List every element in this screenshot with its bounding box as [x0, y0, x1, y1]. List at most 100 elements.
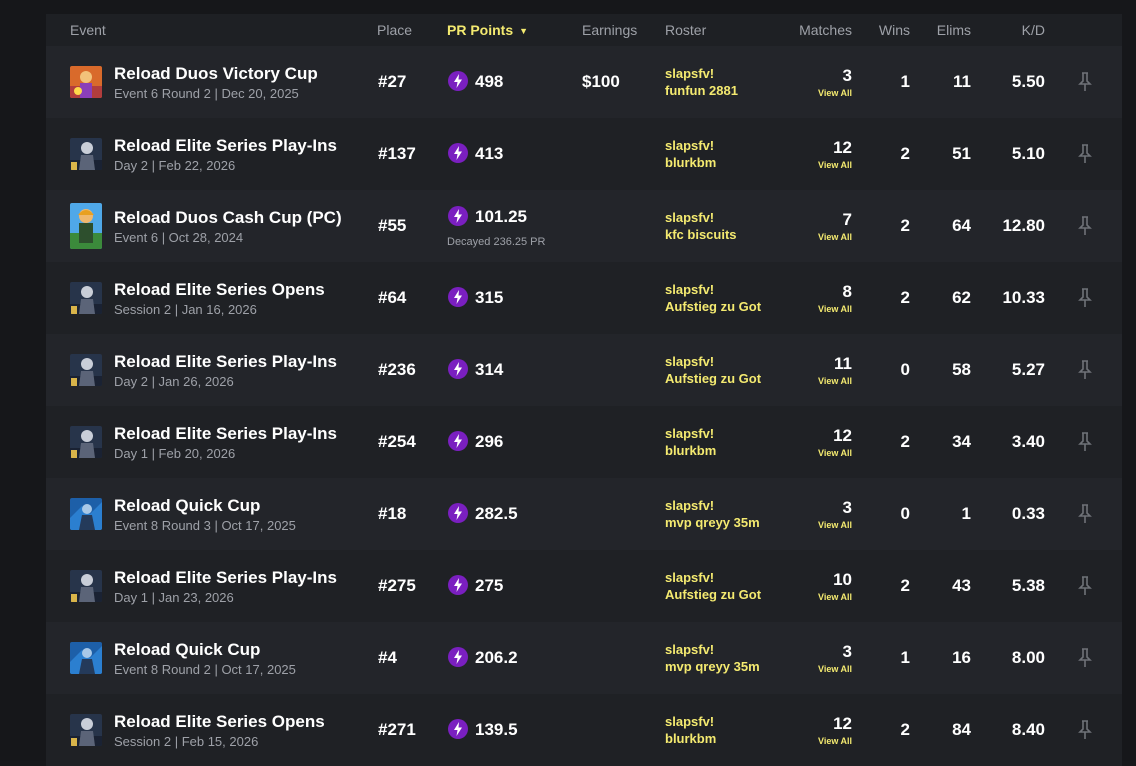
pr-lightning-icon [448, 575, 468, 595]
matches-value: 12 [833, 426, 852, 445]
pin-icon[interactable] [1077, 576, 1093, 596]
matches-value: 11 [834, 354, 852, 373]
roster-player-1[interactable]: slapsfv! [665, 642, 715, 657]
roster-player-1[interactable]: slapsfv! [665, 498, 715, 513]
table-row[interactable]: Reload Elite Series Play-Ins Day 1 | Jan… [46, 550, 1122, 622]
roster-player-2[interactable]: mvp qreyy 35m [665, 659, 760, 674]
event-title[interactable]: Reload Elite Series Play-Ins [114, 568, 337, 587]
sort-desc-icon: ▼ [519, 26, 529, 36]
event-title[interactable]: Reload Elite Series Play-Ins [114, 136, 337, 155]
view-all-link[interactable]: View All [817, 736, 852, 746]
elims-value: 58 [952, 360, 971, 379]
pin-icon[interactable] [1077, 72, 1093, 92]
roster-player-1[interactable]: slapsfv! [665, 570, 715, 585]
place-value: #271 [378, 720, 416, 739]
roster-player-2[interactable]: Aufstieg zu Got [665, 299, 762, 314]
roster-player-1[interactable]: slapsfv! [665, 354, 715, 369]
event-subtitle: Day 1 | Jan 23, 2026 [114, 590, 234, 605]
col-header-earnings[interactable]: Earnings [582, 22, 638, 38]
place-value: #236 [378, 360, 416, 379]
col-header-roster[interactable]: Roster [665, 22, 707, 38]
view-all-link[interactable]: View All [817, 304, 852, 314]
col-header-matches[interactable]: Matches [799, 22, 852, 38]
pr-points-value: 413 [475, 144, 504, 163]
roster-player-1[interactable]: slapsfv! [665, 714, 715, 729]
pin-icon[interactable] [1077, 288, 1093, 308]
event-title[interactable]: Reload Elite Series Opens [114, 280, 325, 299]
roster-player-1[interactable]: slapsfv! [665, 210, 715, 225]
roster-player-2[interactable]: blurkbm [665, 443, 717, 458]
roster-player-1[interactable]: slapsfv! [665, 66, 715, 81]
event-title[interactable]: Reload Elite Series Opens [114, 712, 325, 731]
view-all-link[interactable]: View All [817, 520, 852, 530]
view-all-link[interactable]: View All [817, 664, 852, 674]
event-thumbnail [70, 282, 102, 314]
event-title[interactable]: Reload Duos Victory Cup [114, 64, 318, 83]
roster-names: slapsfv! mvp qreyy 35m [665, 497, 760, 531]
kd-value: 8.00 [1011, 648, 1045, 667]
col-header-elims[interactable]: Elims [936, 22, 971, 38]
view-all-link[interactable]: View All [817, 592, 852, 602]
table-row[interactable]: Reload Elite Series Play-Ins Day 2 | Feb… [46, 118, 1122, 190]
pin-icon[interactable] [1077, 648, 1093, 668]
view-all-link[interactable]: View All [817, 376, 852, 386]
event-thumbnail [70, 714, 102, 746]
event-title[interactable]: Reload Elite Series Play-Ins [114, 352, 337, 371]
event-subtitle: Session 2 | Jan 16, 2026 [114, 302, 257, 317]
event-title[interactable]: Reload Duos Cash Cup (PC) [114, 208, 342, 227]
table-row[interactable]: Reload Elite Series Play-Ins Day 1 | Feb… [46, 406, 1122, 478]
col-header-kd[interactable]: K/D [1021, 22, 1045, 38]
roster-player-2[interactable]: Aufstieg zu Got [665, 587, 762, 602]
roster-player-2[interactable]: blurkbm [665, 155, 717, 170]
view-all-link[interactable]: View All [817, 160, 852, 170]
roster-names: slapsfv! blurkbm [665, 713, 716, 747]
kd-value: 3.40 [1011, 432, 1045, 451]
pr-lightning-icon [448, 287, 468, 307]
elims-value: 34 [952, 432, 971, 451]
place-value: #275 [378, 576, 416, 595]
pin-icon[interactable] [1077, 144, 1093, 164]
kd-value: 5.38 [1011, 576, 1045, 595]
roster-player-1[interactable]: slapsfv! [665, 282, 715, 297]
event-title[interactable]: Reload Quick Cup [114, 640, 261, 659]
table-row[interactable]: Reload Elite Series Opens Session 2 | Ja… [46, 262, 1122, 334]
pin-icon[interactable] [1077, 216, 1093, 236]
event-subtitle: Session 2 | Feb 15, 2026 [114, 734, 259, 749]
event-thumbnail [70, 66, 102, 98]
event-title[interactable]: Reload Quick Cup [114, 496, 261, 515]
elims-value: 64 [952, 216, 971, 235]
table-row[interactable]: Reload Quick Cup Event 8 Round 2 | Oct 1… [46, 622, 1122, 694]
pr-lightning-icon [448, 206, 468, 226]
table-row[interactable]: Reload Duos Cash Cup (PC) Event 6 | Oct … [46, 190, 1122, 262]
pin-icon[interactable] [1077, 432, 1093, 452]
elims-value: 62 [952, 288, 971, 307]
col-header-pr-points[interactable]: PR Points ▼ [447, 22, 528, 38]
table-row[interactable]: Reload Elite Series Opens Session 2 | Fe… [46, 694, 1122, 766]
col-header-wins[interactable]: Wins [878, 22, 910, 38]
roster-player-2[interactable]: Aufstieg zu Got [665, 371, 762, 386]
wins-value: 1 [900, 648, 910, 667]
view-all-link[interactable]: View All [817, 232, 852, 242]
pin-icon[interactable] [1077, 360, 1093, 380]
pin-icon[interactable] [1077, 720, 1093, 740]
view-all-link[interactable]: View All [817, 448, 852, 458]
roster-player-2[interactable]: mvp qreyy 35m [665, 515, 760, 530]
table-row[interactable]: Reload Elite Series Play-Ins Day 2 | Jan… [46, 334, 1122, 406]
roster-player-2[interactable]: kfc biscuits [665, 227, 737, 242]
table-row[interactable]: Reload Duos Victory Cup Event 6 Round 2 … [46, 46, 1122, 118]
roster-player-1[interactable]: slapsfv! [665, 426, 715, 441]
event-subtitle: Day 1 | Feb 20, 2026 [114, 446, 236, 461]
wins-value: 2 [900, 144, 910, 163]
event-thumbnail [70, 570, 102, 602]
view-all-link[interactable]: View All [817, 88, 852, 98]
roster-player-1[interactable]: slapsfv! [665, 138, 715, 153]
roster-player-2[interactable]: funfun 2881 [665, 83, 738, 98]
pin-icon[interactable] [1077, 504, 1093, 524]
table-row[interactable]: Reload Quick Cup Event 8 Round 3 | Oct 1… [46, 478, 1122, 550]
pr-points-value: 275 [475, 576, 504, 595]
event-title[interactable]: Reload Elite Series Play-Ins [114, 424, 337, 443]
roster-player-2[interactable]: blurkbm [665, 731, 717, 746]
place-value: #55 [378, 216, 407, 235]
col-header-event[interactable]: Event [70, 22, 106, 38]
col-header-place[interactable]: Place [377, 22, 413, 38]
